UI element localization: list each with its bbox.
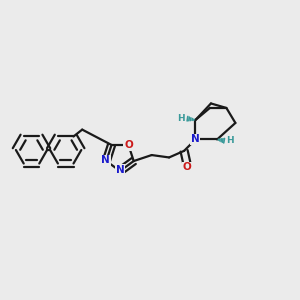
- Text: O: O: [124, 140, 133, 150]
- Text: N: N: [191, 134, 200, 144]
- Text: H: H: [177, 114, 185, 123]
- Text: N: N: [116, 165, 124, 175]
- Text: N: N: [101, 155, 110, 165]
- Text: H: H: [226, 136, 234, 146]
- Text: O: O: [183, 162, 191, 172]
